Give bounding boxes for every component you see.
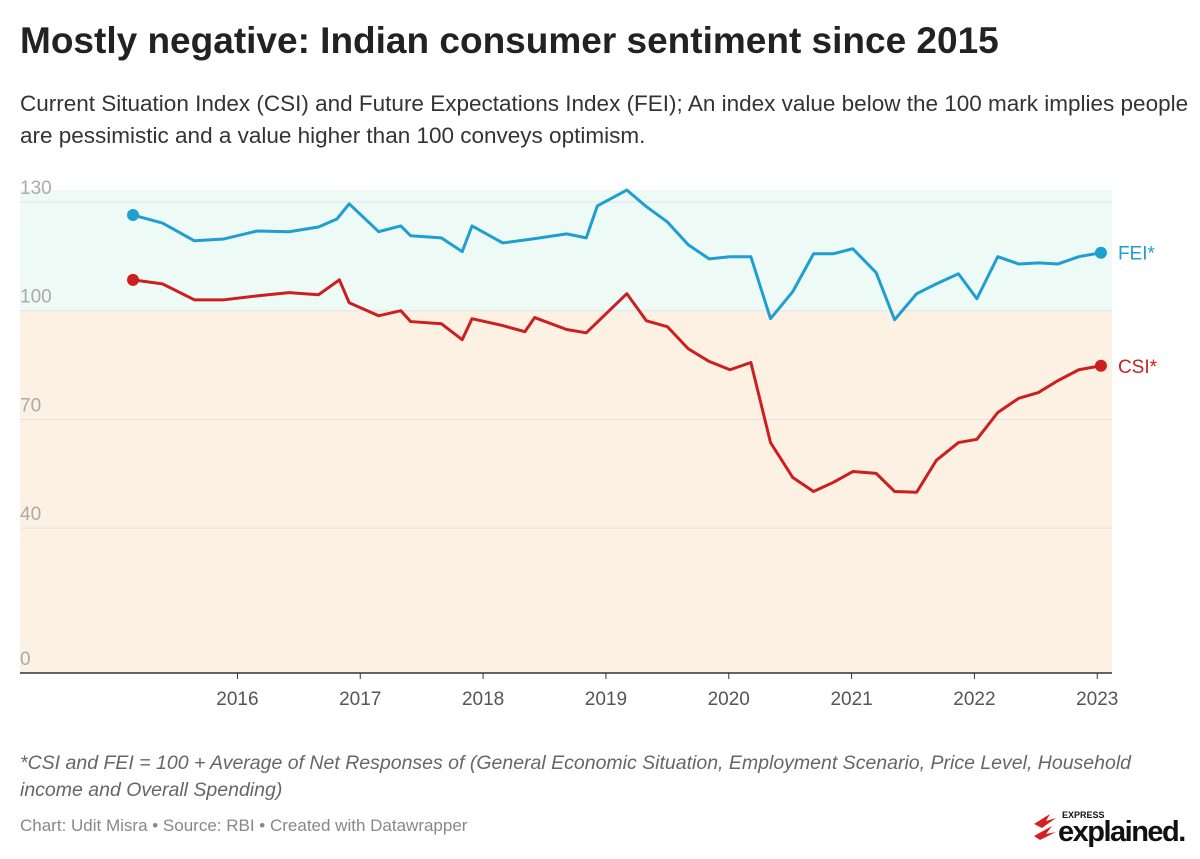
- x-tick-label: 2022: [953, 689, 995, 710]
- credits: Chart: Udit Misra • Source: RBI • Create…: [20, 816, 468, 835]
- x-tick-label: 2019: [585, 689, 627, 710]
- y-tick-label: 40: [20, 504, 41, 525]
- logo-icon: [1034, 814, 1056, 840]
- x-tick-label: 2023: [1076, 689, 1118, 710]
- logo-top: EXPRESS: [1062, 810, 1105, 820]
- band: [20, 310, 1112, 673]
- subtitle: Current Situation Index (CSI) and Future…: [20, 91, 1189, 148]
- x-tick-label: 2018: [462, 689, 504, 710]
- y-tick-label: 70: [20, 395, 41, 416]
- y-tick-label: 130: [20, 178, 52, 199]
- x-tick-label: 2020: [708, 689, 750, 710]
- logo-main: explained.: [1058, 816, 1186, 848]
- x-tick-label: 2016: [216, 689, 258, 710]
- series-label: CSI*: [1118, 357, 1158, 378]
- band: [20, 190, 1112, 311]
- note: *CSI and FEI = 100 + Average of Net Resp…: [20, 752, 1132, 801]
- end-dot: [1094, 246, 1107, 259]
- y-tick-label: 0: [20, 649, 31, 670]
- x-tick-label: 2017: [339, 689, 381, 710]
- line: [132, 188, 1102, 322]
- x-tick-label: 2021: [830, 689, 872, 710]
- end-dot: [127, 209, 140, 222]
- end-dot: [1094, 359, 1107, 372]
- series-label: FEI*: [1118, 244, 1156, 265]
- line: [132, 278, 1102, 494]
- end-dot: [127, 273, 140, 286]
- title: Mostly negative: Indian consumer sentime…: [20, 20, 999, 61]
- y-tick-label: 100: [20, 287, 52, 308]
